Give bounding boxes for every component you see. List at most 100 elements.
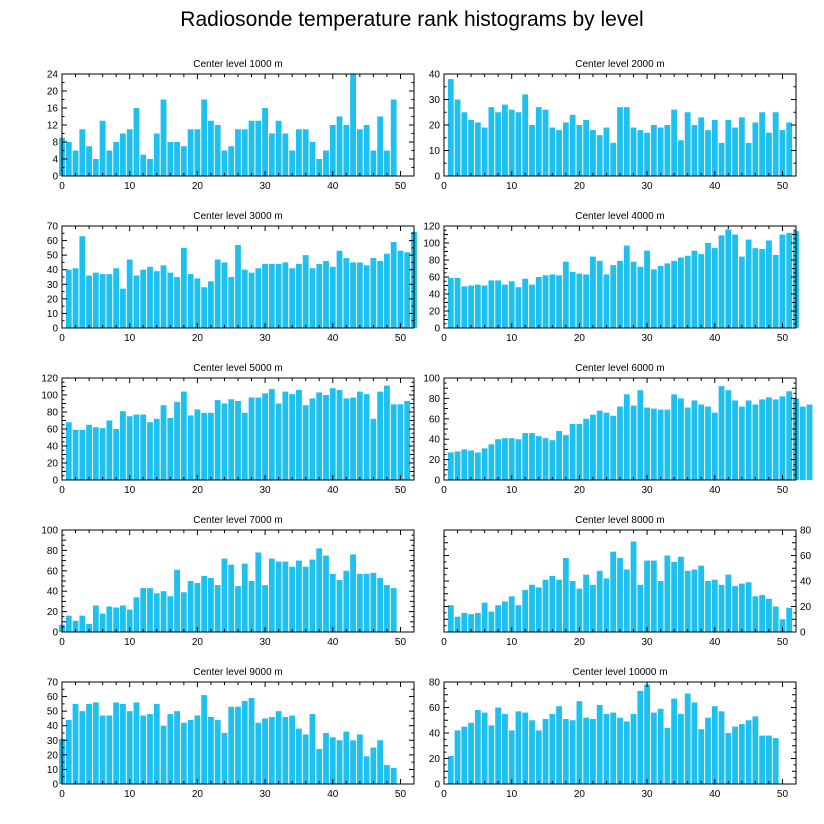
histogram-bar (160, 99, 167, 176)
histogram-bar (583, 574, 590, 633)
histogram-bar (126, 609, 133, 632)
histogram-bar (72, 429, 79, 480)
histogram-bar (133, 597, 140, 632)
histogram-bar (623, 394, 630, 480)
histogram-bar (671, 109, 678, 176)
histogram-bar (508, 281, 515, 328)
x-tick-label: 30 (260, 181, 272, 192)
histogram-bar (461, 449, 468, 480)
histogram-bar (160, 265, 167, 328)
histogram-bar (610, 265, 617, 328)
histogram-bar (350, 262, 356, 328)
histogram-bar (72, 268, 79, 328)
histogram-bar (806, 404, 813, 480)
histogram-bar (691, 569, 698, 632)
histogram-bar (664, 555, 671, 632)
histogram-bar (549, 274, 556, 328)
histogram-bar (363, 265, 370, 328)
x-tick-label: 10 (124, 181, 136, 192)
panel-7000m: Center level 7000 m 0 10 20 30 40 50 0 20 40 60 80 1… (41, 515, 415, 648)
panel-title: Center level 4000 m (575, 211, 665, 222)
histogram-bar (515, 112, 522, 176)
x-tick-label: 40 (327, 181, 339, 192)
histogram-bar (454, 451, 461, 480)
histogram-bar (772, 112, 779, 176)
x-tick-label: 30 (642, 333, 654, 344)
panel-6000m: Center level 6000 m 0 10 20 30 40 50 0 20 40 60 80 1… (423, 363, 813, 496)
histogram-bar (113, 142, 120, 176)
histogram-bar (474, 452, 481, 480)
y-tick-label: 0 (434, 172, 440, 183)
histogram-bar (630, 261, 637, 328)
histogram-bar (542, 109, 549, 176)
histogram-bar (221, 403, 228, 480)
y-tick-label: 0 (52, 324, 58, 335)
histogram-bar (228, 706, 235, 784)
histogram-bar (508, 730, 515, 784)
histogram-bar (488, 444, 495, 480)
histogram-bar (397, 404, 404, 480)
histogram-bar (698, 729, 705, 784)
histogram-bar (454, 277, 461, 328)
y-tick-label: 40 (47, 721, 59, 732)
histogram-bar (623, 721, 630, 784)
histogram-bar (65, 719, 72, 784)
histogram-bar (502, 438, 508, 480)
histogram-bar (336, 389, 343, 480)
histogram-bar (732, 400, 738, 480)
x-tick-label: 0 (59, 637, 65, 648)
histogram-bar (235, 706, 241, 784)
histogram-bar (363, 125, 370, 176)
histogram-bar (228, 277, 235, 328)
histogram-bar (194, 409, 201, 480)
y-tick-label: 80 (429, 256, 441, 267)
histogram-bar (208, 281, 214, 328)
histogram-bar (725, 733, 732, 784)
histogram-bar (481, 127, 488, 176)
histogram-bar (255, 552, 262, 632)
histogram-bar (671, 698, 678, 784)
panel-5000m: Center level 5000 m 0 10 20 30 40 50 0 20 40 60 80 1… (41, 363, 415, 496)
panel-title: Center level 9000 m (193, 667, 283, 678)
y-tick-label: 80 (47, 408, 59, 419)
histogram-bar (302, 566, 309, 632)
histogram-bar (296, 263, 302, 328)
histogram-bar (343, 258, 350, 328)
histogram-bar (603, 274, 610, 328)
histogram-bar (309, 142, 316, 176)
x-tick-label: 0 (59, 181, 65, 192)
histogram-bar (140, 588, 147, 632)
histogram-bar (759, 248, 766, 328)
histogram-bar (187, 415, 194, 480)
y-tick-label: 20 (47, 459, 59, 470)
histogram-bar (705, 243, 711, 328)
histogram-bar (289, 268, 296, 328)
histogram-bar (637, 266, 644, 328)
histogram-bar (356, 129, 363, 176)
histogram-bar (759, 112, 766, 176)
panel-10000m: Center level 10000 m 0 10 20 30 40 50 0 20 40 60 80 (429, 667, 797, 800)
histogram-bar (268, 716, 275, 784)
histogram-bar (79, 615, 86, 632)
histogram-bar (738, 117, 745, 176)
histogram-bar (508, 109, 515, 176)
histogram-bar (766, 132, 772, 176)
histogram-bar (698, 254, 705, 328)
y-tick-label: 24 (47, 70, 59, 81)
histogram-bar (630, 405, 637, 480)
histogram-bar (377, 391, 384, 480)
histogram-bar (363, 756, 370, 784)
x-tick-label: 50 (395, 485, 407, 496)
histogram-bar (241, 269, 248, 328)
histogram-bar (752, 122, 759, 176)
histogram-bar (201, 287, 208, 328)
histogram-bar (255, 120, 262, 176)
histogram-bar (241, 129, 248, 176)
histogram-bar (350, 397, 356, 480)
histogram-bar (542, 579, 549, 632)
histogram-bar (502, 284, 508, 328)
histogram-bar (384, 150, 390, 176)
histogram-bar (174, 277, 180, 328)
histogram-bar (126, 711, 133, 784)
histogram-bar (384, 385, 390, 480)
